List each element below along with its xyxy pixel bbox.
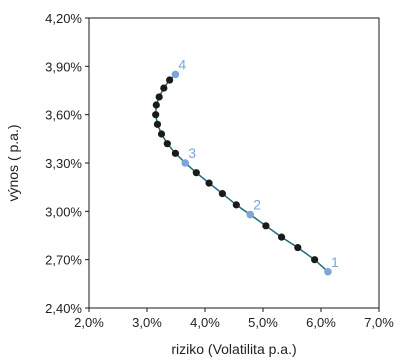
frontier-point (155, 93, 163, 101)
y-tick-label: 3,00% (45, 204, 82, 219)
x-tick-label: 7,0% (364, 315, 394, 330)
frontier-point (205, 179, 213, 187)
x-tick-label: 4,0% (190, 315, 220, 330)
frontier-point (166, 76, 174, 84)
highlighted-point (171, 70, 180, 79)
y-tick-label: 2,40% (45, 301, 82, 316)
frontier-point (277, 233, 286, 241)
y-tick-label: 2,70% (45, 253, 82, 268)
y-tick-label: 4,20% (45, 11, 82, 26)
frontier-point (163, 140, 171, 148)
y-axis-title: výnos ( p.a.) (5, 124, 21, 201)
x-tick-label: 6,0% (306, 315, 336, 330)
frontier-point (311, 256, 319, 264)
x-tick-label: 2,0% (74, 315, 104, 330)
frontier-point (157, 130, 166, 138)
x-tick-label: 3,0% (132, 315, 162, 330)
frontier-point (218, 190, 226, 198)
highlighted-point-label: 4 (178, 56, 186, 72)
x-axis-title: riziko (Volatilita p.a.) (171, 341, 296, 357)
frontier-point (153, 120, 162, 128)
frontier-points (152, 76, 319, 264)
highlighted-portfolios: 1 2 3 4 (171, 56, 339, 276)
y-tick-label: 3,90% (45, 59, 82, 74)
frontier-point (160, 84, 168, 92)
highlighted-point-label: 2 (253, 197, 261, 213)
y-tick-label: 3,60% (45, 108, 82, 123)
x-tick-label: 5,0% (248, 315, 278, 330)
y-tick-label: 3,30% (45, 156, 82, 171)
highlighted-point (324, 267, 332, 276)
frontier-point (192, 169, 200, 177)
y-axis-ticks: 2,40% 2,70% 3,00% 3,30% 3,60% 3,90% 4,20% (45, 11, 89, 316)
highlighted-point-label: 3 (188, 145, 196, 161)
frontier-point (152, 101, 160, 109)
frontier-point (294, 243, 302, 252)
frontier-point (262, 222, 270, 230)
x-axis-ticks: 2,0% 3,0% 4,0% 5,0% 6,0% 7,0% (74, 308, 394, 330)
frontier-point (152, 111, 160, 119)
frontier-point (171, 149, 180, 157)
highlighted-point (246, 210, 255, 219)
highlighted-point (181, 159, 190, 167)
frontier-point (232, 201, 240, 209)
highlighted-point-label: 1 (331, 254, 339, 270)
